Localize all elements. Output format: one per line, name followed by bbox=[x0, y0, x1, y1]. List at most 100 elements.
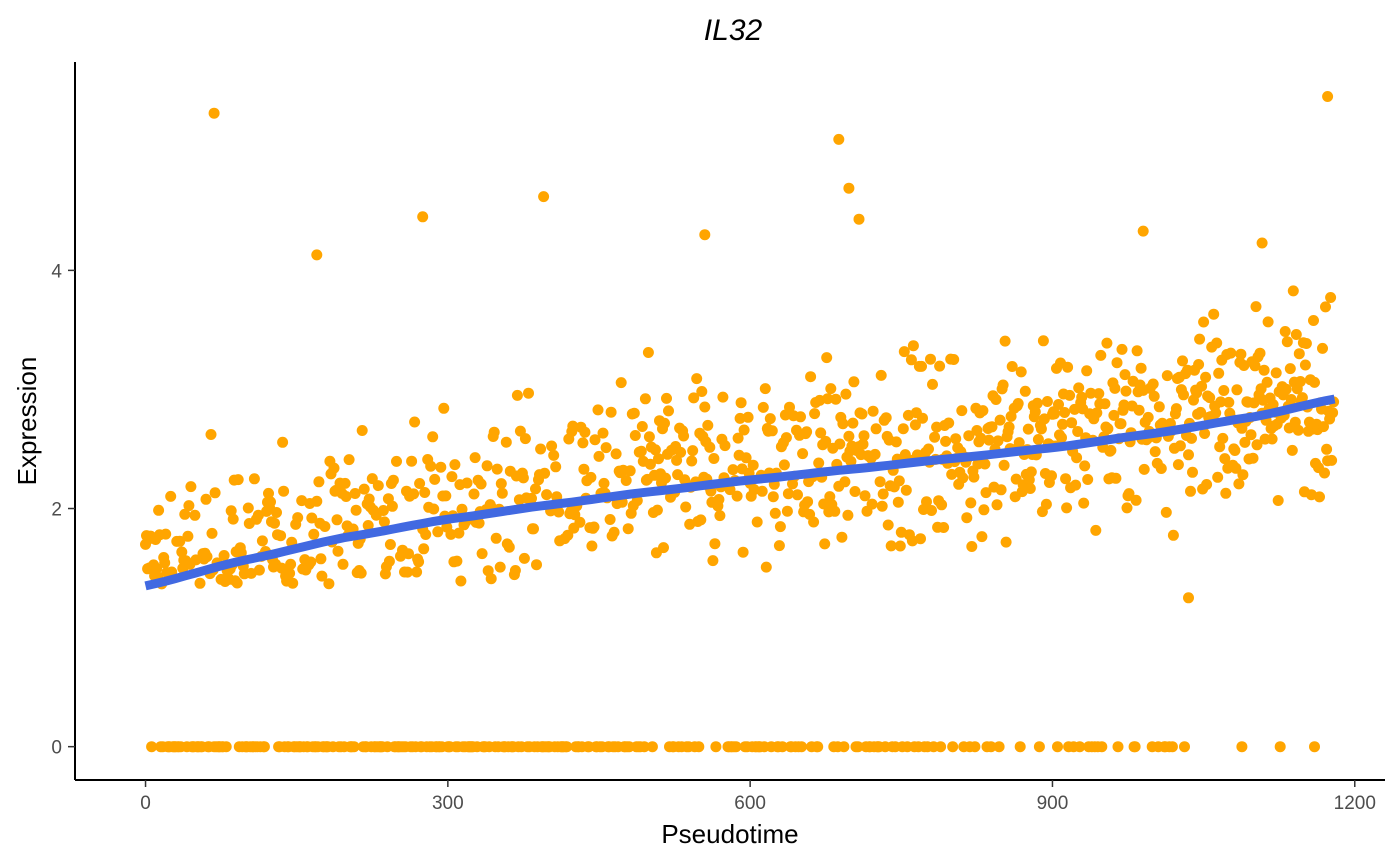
data-point bbox=[578, 463, 590, 475]
data-point bbox=[1225, 347, 1237, 359]
data-point bbox=[1091, 407, 1103, 419]
data-point bbox=[934, 360, 946, 372]
data-point bbox=[857, 438, 869, 450]
data-point bbox=[160, 528, 172, 540]
data-point bbox=[182, 530, 194, 542]
x-tick-label: 0 bbox=[140, 793, 151, 814]
data-point bbox=[1120, 385, 1132, 397]
data-point bbox=[1321, 443, 1333, 455]
data-point bbox=[776, 741, 788, 753]
data-point bbox=[1279, 326, 1291, 337]
data-point bbox=[651, 504, 663, 516]
data-point bbox=[837, 418, 849, 430]
data-point bbox=[1060, 473, 1072, 485]
data-point bbox=[1040, 498, 1052, 510]
data-point bbox=[809, 408, 821, 420]
data-point bbox=[541, 489, 553, 501]
data-point bbox=[1000, 536, 1012, 548]
data-point bbox=[1013, 437, 1025, 449]
data-point bbox=[530, 483, 541, 495]
data-point bbox=[653, 453, 664, 465]
data-point bbox=[1032, 434, 1044, 445]
data-point bbox=[1093, 388, 1105, 400]
data-point bbox=[852, 741, 864, 753]
data-point bbox=[778, 459, 790, 471]
plot-area bbox=[140, 91, 1340, 753]
data-point bbox=[1325, 292, 1337, 303]
data-point bbox=[605, 406, 617, 418]
data-point bbox=[730, 741, 742, 753]
data-point bbox=[1019, 385, 1031, 397]
data-point bbox=[1233, 478, 1245, 490]
data-point bbox=[1038, 413, 1050, 425]
data-point bbox=[767, 491, 779, 503]
data-point bbox=[935, 741, 947, 753]
data-point bbox=[1118, 399, 1130, 411]
data-point bbox=[1237, 469, 1249, 481]
data-point bbox=[622, 523, 634, 535]
data-point bbox=[735, 397, 747, 409]
data-point bbox=[842, 509, 854, 521]
data-point bbox=[1056, 432, 1067, 444]
data-point bbox=[737, 546, 749, 558]
data-point bbox=[867, 405, 879, 417]
data-point bbox=[1148, 390, 1160, 402]
data-point bbox=[1293, 348, 1305, 360]
data-point bbox=[834, 438, 846, 450]
data-point bbox=[695, 514, 707, 526]
data-point bbox=[1208, 308, 1220, 320]
data-point bbox=[509, 565, 521, 576]
data-point bbox=[496, 487, 508, 499]
data-point bbox=[927, 378, 938, 390]
data-point bbox=[235, 547, 247, 559]
y-axis-title: Expression bbox=[12, 357, 42, 486]
y-tick-label: 0 bbox=[51, 738, 62, 759]
data-point bbox=[600, 442, 612, 454]
data-point bbox=[1071, 452, 1083, 464]
data-point bbox=[659, 417, 670, 429]
data-point bbox=[993, 741, 1005, 753]
data-point bbox=[836, 531, 848, 543]
data-point bbox=[429, 473, 441, 485]
data-point bbox=[1006, 361, 1018, 372]
data-point bbox=[890, 436, 902, 448]
data-point bbox=[1309, 376, 1320, 388]
data-point bbox=[869, 448, 881, 460]
data-point bbox=[1046, 470, 1057, 482]
data-point bbox=[1057, 418, 1068, 430]
x-tick-label: 300 bbox=[432, 793, 464, 814]
data-point bbox=[1029, 406, 1041, 418]
data-point bbox=[1110, 472, 1122, 484]
data-point bbox=[1254, 347, 1266, 359]
data-point bbox=[992, 435, 1004, 447]
data-point bbox=[1119, 369, 1131, 381]
data-point bbox=[411, 566, 423, 578]
data-point bbox=[976, 531, 988, 543]
data-point bbox=[372, 480, 384, 492]
data-point bbox=[593, 450, 605, 462]
data-point bbox=[356, 425, 368, 436]
data-point bbox=[1090, 524, 1102, 536]
data-point bbox=[185, 481, 197, 493]
data-point bbox=[859, 490, 871, 502]
data-point bbox=[691, 373, 703, 385]
data-point bbox=[773, 540, 785, 552]
data-point bbox=[1186, 432, 1197, 444]
data-point bbox=[1179, 741, 1190, 753]
data-point bbox=[1220, 487, 1232, 499]
data-point bbox=[1251, 439, 1263, 451]
data-point bbox=[271, 507, 282, 518]
data-point bbox=[1015, 366, 1027, 378]
data-point bbox=[453, 527, 465, 539]
data-point bbox=[323, 578, 335, 590]
data-point bbox=[1096, 741, 1108, 753]
data-point bbox=[311, 495, 323, 507]
data-point bbox=[792, 489, 803, 501]
data-point bbox=[1102, 423, 1114, 435]
data-point bbox=[1215, 396, 1227, 408]
data-point bbox=[812, 741, 824, 753]
data-point bbox=[644, 458, 656, 470]
data-point bbox=[769, 507, 781, 519]
data-point bbox=[909, 419, 921, 431]
data-point bbox=[628, 407, 640, 419]
